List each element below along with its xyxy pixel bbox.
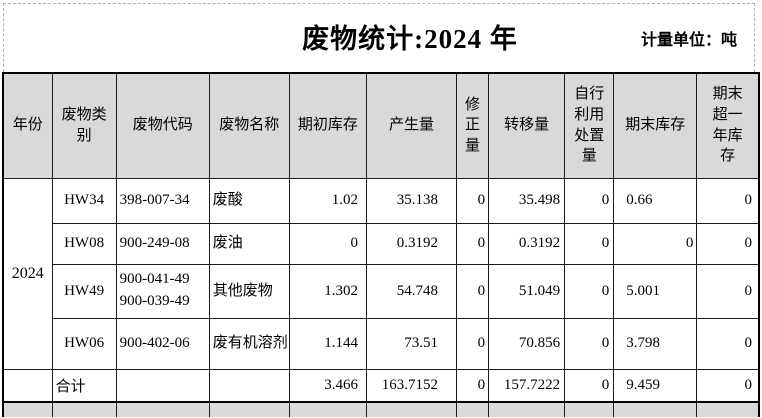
waste-statistics-table: 年份 废物类别 废物代码 废物名称 期初库存 产生量 修正量 转移量 自行利用处… — [1, 72, 761, 417]
header-self-disposal[interactable]: 自行利用处置量 — [564, 72, 615, 179]
transferred-cell[interactable]: 70.856 — [488, 317, 566, 370]
header-correction[interactable]: 修正量 — [456, 72, 490, 179]
table-row: HW49 900-041-49 900-039-49 其他废物 1.302 54… — [3, 263, 761, 319]
over-one-year-cell[interactable]: 0 — [696, 222, 761, 265]
generated-cell[interactable]: 0.3192 — [365, 222, 458, 265]
self-disposal-cell[interactable]: 0 — [564, 263, 615, 319]
transferred-cell[interactable]: 0.3192 — [488, 222, 566, 265]
unit-label[interactable]: 计量单位：吨 — [640, 32, 737, 49]
gray-cell[interactable] — [564, 401, 615, 417]
gray-cell[interactable] — [208, 401, 290, 417]
name-cell[interactable]: 废酸 — [208, 177, 290, 224]
header-opening-stock[interactable]: 期初库存 — [288, 72, 367, 179]
header-transferred[interactable]: 转移量 — [488, 72, 566, 179]
year-cell[interactable]: 2024 — [1, 177, 53, 370]
code-cell[interactable]: 900-041-49 900-039-49 — [115, 263, 210, 319]
header-row: 年份 废物类别 废物代码 废物名称 期初库存 产生量 修正量 转移量 自行利用处… — [1, 72, 761, 179]
total-opening-cell[interactable]: 3.466 — [288, 368, 367, 403]
self-disposal-cell[interactable]: 0 — [564, 317, 615, 370]
category-cell[interactable]: HW34 — [51, 177, 117, 224]
generated-cell[interactable]: 35.138 — [365, 177, 458, 224]
title-zone: 废物统计:2024 年 计量单位：吨 — [0, 0, 762, 72]
category-cell[interactable]: HW49 — [51, 263, 117, 319]
total-correction-cell[interactable]: 0 — [456, 368, 490, 403]
total-row: 合计 3.466 163.7152 0 157.7222 0 9.459 0 — [1, 368, 761, 403]
gray-cell[interactable] — [1, 401, 53, 417]
total-self-disposal-cell[interactable]: 0 — [564, 368, 615, 403]
self-disposal-cell[interactable]: 0 — [564, 177, 615, 224]
gray-cell[interactable] — [51, 401, 117, 417]
category-cell[interactable]: HW08 — [51, 222, 117, 265]
name-cell[interactable]: 其他废物 — [208, 263, 290, 319]
header-closing-stock[interactable]: 期末库存 — [613, 72, 698, 179]
closing-cell[interactable]: 0 — [613, 222, 698, 265]
opening-cell[interactable]: 1.02 — [288, 177, 367, 224]
code-cell[interactable]: 900-249-08 — [115, 222, 210, 265]
name-cell[interactable]: 废油 — [208, 222, 290, 265]
over-one-year-cell[interactable]: 0 — [696, 317, 761, 370]
total-transferred-cell[interactable]: 157.7222 — [488, 368, 566, 403]
header-generated[interactable]: 产生量 — [365, 72, 458, 179]
header-waste-code[interactable]: 废物代码 — [115, 72, 210, 179]
header-waste-name[interactable]: 废物名称 — [208, 72, 290, 179]
category-cell[interactable]: HW06 — [51, 317, 117, 370]
generated-cell[interactable]: 73.51 — [365, 317, 458, 370]
gray-cell[interactable] — [288, 401, 367, 417]
table-row: 2024 HW34 398-007-34 废酸 1.02 35.138 0 35… — [1, 177, 761, 370]
header-over-one-year[interactable]: 期末超一年库存 — [696, 72, 761, 179]
closing-cell[interactable]: 5.001 — [613, 263, 698, 319]
self-disposal-cell[interactable]: 0 — [564, 222, 615, 265]
year-cell-empty[interactable] — [1, 368, 53, 403]
code-cell[interactable]: 900-402-06 — [115, 317, 210, 370]
correction-cell[interactable]: 0 — [456, 317, 490, 370]
total-over-one-year-cell[interactable]: 0 — [696, 368, 761, 403]
total-generated-cell[interactable]: 163.7152 — [365, 368, 458, 403]
closing-cell[interactable]: 0.66 — [613, 177, 698, 224]
table-row: HW06 900-402-06 废有机溶剂 1.144 73.51 0 70.8… — [3, 317, 761, 370]
over-one-year-cell[interactable]: 0 — [696, 263, 761, 319]
opening-cell[interactable]: 1.144 — [288, 317, 367, 370]
correction-cell[interactable]: 0 — [456, 222, 490, 265]
gray-cell[interactable] — [115, 401, 210, 417]
opening-cell[interactable]: 0 — [288, 222, 367, 265]
gray-cell[interactable] — [613, 401, 698, 417]
gray-cell[interactable] — [365, 401, 458, 417]
gray-cell[interactable] — [488, 401, 566, 417]
page-title[interactable]: 废物统计:2024 年 — [302, 24, 518, 54]
correction-cell[interactable]: 0 — [456, 263, 490, 319]
correction-cell[interactable]: 0 — [456, 177, 490, 224]
closing-cell[interactable]: 3.798 — [613, 317, 698, 370]
opening-cell[interactable]: 1.302 — [288, 263, 367, 319]
code-cell-empty[interactable] — [115, 368, 210, 403]
total-label-cell[interactable]: 合计 — [51, 368, 117, 403]
name-cell[interactable]: 废有机溶剂 — [208, 317, 290, 370]
header-waste-category[interactable]: 废物类别 — [51, 72, 117, 179]
total-closing-cell[interactable]: 9.459 — [613, 368, 698, 403]
code-cell[interactable]: 398-007-34 — [115, 177, 210, 224]
table-row: HW08 900-249-08 废油 0 0.3192 0 0.3192 0 0… — [3, 222, 761, 265]
next-row-gray-strip — [1, 401, 761, 417]
header-year[interactable]: 年份 — [1, 72, 53, 179]
generated-cell[interactable]: 54.748 — [365, 263, 458, 319]
name-cell-empty[interactable] — [208, 368, 290, 403]
over-one-year-cell[interactable]: 0 — [696, 177, 761, 224]
gray-cell[interactable] — [696, 401, 761, 417]
transferred-cell[interactable]: 51.049 — [488, 263, 566, 319]
gray-cell[interactable] — [456, 401, 490, 417]
transferred-cell[interactable]: 35.498 — [488, 177, 566, 224]
